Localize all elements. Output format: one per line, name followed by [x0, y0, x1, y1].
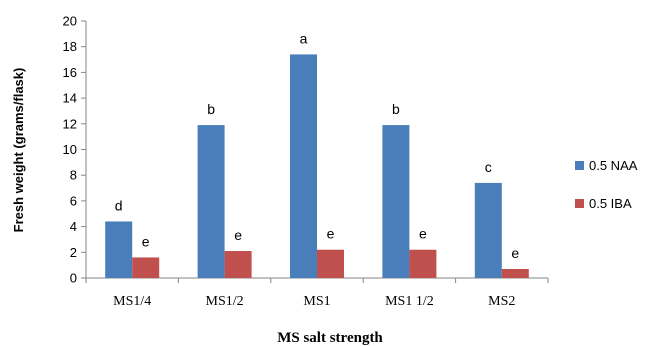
- y-tick-label: 6: [70, 193, 77, 208]
- y-axis-title: Fresh weight (grams/flask): [11, 68, 26, 233]
- y-tick-label: 0: [70, 271, 77, 286]
- bar: [317, 249, 344, 278]
- legend-label: 0.5 NAA: [589, 158, 638, 173]
- x-axis: MS1/4 MS1/2 MS1 MS1 1/2 MS2: [85, 277, 549, 309]
- legend-swatch: [575, 161, 584, 170]
- bar: [224, 251, 252, 278]
- x-tick-label: MS1: [303, 294, 330, 309]
- bars: [105, 54, 529, 279]
- bar-significance-label: e: [511, 245, 519, 261]
- bar: [197, 125, 225, 279]
- x-tick-label: MS1 1/2: [385, 294, 434, 309]
- y-tick-label: 18: [63, 39, 77, 54]
- legend-swatch: [575, 199, 584, 208]
- y-tick-label: 12: [63, 116, 77, 131]
- bar-significance-label: e: [327, 226, 335, 242]
- x-tick-label: MS2: [488, 294, 515, 309]
- bar-significance-label: b: [392, 101, 400, 117]
- x-axis-title: MS salt strength: [277, 330, 383, 346]
- bar: [501, 269, 529, 278]
- y-tick-label: 10: [63, 142, 77, 157]
- y-tick-label: 2: [70, 245, 77, 260]
- y-tick-label: 4: [70, 219, 77, 234]
- x-tick-label: MS1/4: [113, 294, 151, 309]
- bar-significance-label: d: [115, 197, 123, 213]
- y-tick-label: 20: [63, 14, 77, 29]
- bar-significance-label: c: [485, 159, 492, 175]
- x-tick-label: MS1/2: [206, 294, 244, 309]
- legend-label: 0.5 IBA: [589, 196, 632, 211]
- y-axis: 0 2 4 6 8 10 12 14 16 18 20: [63, 14, 87, 286]
- bar-significance-label: a: [300, 30, 308, 46]
- bar: [474, 182, 502, 278]
- bar: [132, 257, 160, 278]
- bar-significance-label: e: [142, 233, 150, 249]
- bar-significance-label: b: [207, 101, 215, 117]
- legend: 0.5 NAA 0.5 IBA: [575, 158, 638, 211]
- bar: [409, 249, 437, 278]
- bar-labels: d b a b c e e e e e: [115, 30, 520, 261]
- bar: [105, 221, 133, 278]
- y-tick-label: 16: [63, 65, 77, 80]
- bar-significance-label: e: [419, 226, 427, 242]
- bar: [382, 125, 410, 279]
- y-tick-label: 8: [70, 168, 77, 183]
- bar-significance-label: e: [234, 227, 242, 243]
- y-tick-label: 14: [63, 91, 77, 106]
- bar: [290, 54, 317, 278]
